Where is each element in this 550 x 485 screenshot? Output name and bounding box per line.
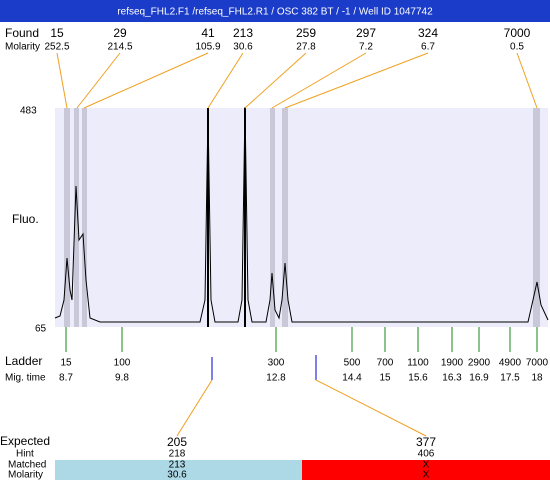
- plot-area: [55, 108, 548, 327]
- found-leader: [207, 52, 244, 109]
- title: refseq_FHL2.F1 /refseq_FHL2.R1 / OSC 382…: [117, 7, 433, 18]
- found-molarity: 105.9: [195, 42, 220, 53]
- found-molarity: 27.8: [296, 42, 316, 53]
- ladder-time: 18: [531, 373, 543, 384]
- found-size: 213: [233, 26, 253, 40]
- expected-size: 205: [167, 435, 187, 449]
- y-axis-label: Fluo.: [12, 212, 39, 226]
- found-molarity: 30.6: [233, 42, 253, 53]
- matched-label: Matched: [8, 460, 46, 471]
- hint-size: 406: [418, 449, 435, 460]
- ladder-time: 15.6: [408, 373, 428, 384]
- found-leader: [284, 52, 429, 109]
- ladder-time: 9.8: [115, 373, 129, 384]
- ladder-size: 1100: [407, 358, 429, 369]
- ladder-size: 15: [60, 358, 72, 369]
- found-molarity: 214.5: [107, 42, 132, 53]
- found-size: 29: [113, 26, 127, 40]
- matched-molarity: X: [423, 470, 430, 480]
- leader-line: [315, 379, 427, 437]
- found-size: 259: [296, 26, 316, 40]
- found-label: Found: [5, 26, 39, 40]
- ladder-time: 14.4: [342, 373, 362, 384]
- found-molarity: 252.5: [44, 42, 69, 53]
- matched-size: X: [423, 460, 430, 471]
- found-leader: [83, 52, 209, 109]
- ladder-size: 7000: [526, 358, 549, 369]
- matched-size: 213: [169, 460, 186, 471]
- leader-line: [176, 379, 213, 437]
- found-size: 41: [201, 26, 215, 40]
- y-bottom: 65: [35, 324, 47, 335]
- found-molarity: 7.2: [359, 42, 373, 53]
- ladder-size: 100: [114, 358, 131, 369]
- found-leader: [271, 52, 367, 109]
- molarity-label: Molarity: [5, 42, 40, 53]
- ladder-size: 700: [377, 358, 394, 369]
- unmatched-box: [302, 460, 550, 480]
- ladder-size: 500: [344, 358, 361, 369]
- ladder-time: 16.9: [469, 373, 489, 384]
- expected-size: 377: [416, 435, 436, 449]
- peak-bands: [64, 108, 540, 327]
- hint-label: Hint: [16, 449, 34, 460]
- found-leader: [516, 52, 538, 109]
- ladder-time: 15: [379, 373, 391, 384]
- ladder-time: 8.7: [59, 373, 73, 384]
- ladder-time: 12.8: [266, 373, 286, 384]
- ladder-size: 300: [268, 358, 285, 369]
- ladder-label: Ladder: [5, 354, 42, 368]
- trace: [54, 106, 549, 323]
- ladder-time: 17.5: [500, 373, 520, 384]
- found-size: 7000: [504, 26, 531, 40]
- expected-label: Expected: [0, 434, 50, 448]
- y-top: 483: [20, 106, 37, 117]
- matched-molarity-label: Molarity: [8, 470, 43, 480]
- hint-size: 218: [169, 449, 186, 460]
- ladder-size: 4900: [499, 358, 522, 369]
- found-size: 297: [356, 26, 376, 40]
- ladder-size: 1900: [441, 358, 464, 369]
- found-size: 15: [50, 26, 64, 40]
- matched-box: [55, 460, 302, 480]
- mig-time-label: Mig. time: [5, 373, 46, 384]
- found-leader: [76, 52, 121, 109]
- found-molarity: 0.5: [510, 42, 524, 53]
- found-leader: [244, 52, 307, 109]
- ladder-size: 2900: [468, 358, 491, 369]
- found-leader: [56, 52, 68, 109]
- found-molarity: 6.7: [421, 42, 435, 53]
- found-size: 324: [418, 26, 438, 40]
- title-bar: [0, 0, 550, 22]
- ladder-time: 16.3: [442, 373, 462, 384]
- matched-molarity: 30.6: [167, 470, 187, 480]
